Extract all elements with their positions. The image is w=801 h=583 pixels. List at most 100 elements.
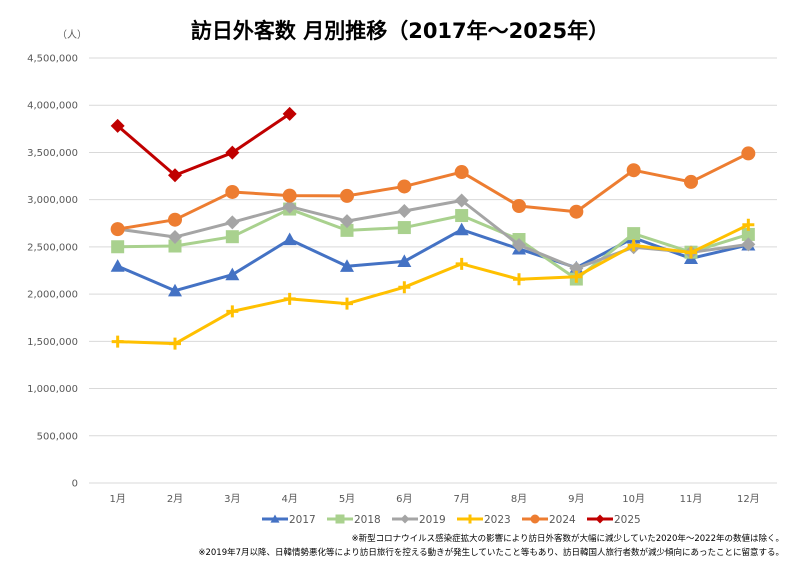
data-point xyxy=(569,261,584,276)
series-2017 xyxy=(110,222,756,297)
series-line-2019 xyxy=(117,198,749,270)
x-tick-label: 2月 xyxy=(167,493,183,505)
data-point xyxy=(341,297,353,310)
legend-item-2024: 2024 xyxy=(522,514,576,526)
legend-marker xyxy=(400,514,410,524)
x-axis-ticks: 1月 2月 3月 4月 5月 6月 7月 8月 9月 10月 11月 12月 xyxy=(109,493,759,505)
y-tick-label: 500,000 xyxy=(37,431,78,442)
x-tick-label: 1月 xyxy=(109,493,125,505)
data-point xyxy=(513,273,525,286)
data-point xyxy=(168,239,182,253)
series-2019 xyxy=(110,193,756,276)
x-tick-label: 5月 xyxy=(339,493,355,505)
x-tick-label: 4月 xyxy=(281,493,297,505)
data-point xyxy=(627,239,640,252)
data-point xyxy=(627,227,641,241)
legend-label: 2017 xyxy=(289,514,316,526)
data-point xyxy=(741,146,756,161)
data-point xyxy=(111,240,125,254)
y-tick-label: 1,000,000 xyxy=(27,384,78,395)
series-group xyxy=(110,106,756,350)
data-point xyxy=(225,215,240,230)
legend-label: 2023 xyxy=(484,514,511,526)
data-point xyxy=(570,270,583,283)
y-axis-ticks: 0 500,000 1,000,000 1,500,000 2,000,000 2,500… xyxy=(27,54,78,490)
legend-marker xyxy=(335,514,345,524)
data-point xyxy=(454,165,469,180)
x-tick-label: 11月 xyxy=(680,493,703,505)
data-point xyxy=(397,203,412,218)
data-point xyxy=(340,259,354,272)
data-point xyxy=(169,337,181,350)
y-tick-label: 1,500,000 xyxy=(27,337,78,348)
data-point xyxy=(398,281,411,294)
data-point xyxy=(168,230,182,245)
series-line-2023 xyxy=(117,223,749,346)
data-point xyxy=(741,237,756,252)
data-point xyxy=(225,145,240,160)
legend-marker xyxy=(465,514,475,524)
y-tick-label: 4,500,000 xyxy=(27,54,78,65)
x-tick-label: 6月 xyxy=(396,493,412,505)
data-point xyxy=(340,223,354,237)
legend-label: 2018 xyxy=(354,514,381,526)
legend-item-2018: 2018 xyxy=(327,514,381,526)
data-point xyxy=(168,283,182,297)
data-point xyxy=(454,193,469,208)
series-line-2018 xyxy=(117,207,749,281)
legend-marker xyxy=(530,514,540,524)
y-tick-label: 3,000,000 xyxy=(27,195,78,206)
data-point xyxy=(282,106,297,121)
data-point xyxy=(397,254,412,267)
data-point xyxy=(397,221,411,235)
annotation-korea-note: ※2019年7月以降、日韓情勢悪化等により訪日旅行を控える動きが発生していたこと… xyxy=(198,547,784,558)
y-axis-unit-label: （人） xyxy=(57,29,87,41)
data-point xyxy=(741,227,755,241)
data-point xyxy=(742,218,755,231)
legend-marker xyxy=(595,514,605,524)
x-tick-label: 8月 xyxy=(511,493,527,505)
gridlines xyxy=(89,57,777,484)
legend-item-2019: 2019 xyxy=(392,514,446,526)
data-point xyxy=(111,335,124,348)
data-point xyxy=(455,257,468,270)
data-point xyxy=(110,259,125,272)
data-point xyxy=(454,222,469,236)
series-line-2017 xyxy=(117,228,749,293)
x-tick-label: 9月 xyxy=(568,493,584,505)
legend-marker xyxy=(270,514,280,523)
data-point xyxy=(225,230,239,244)
legend: 2017 2018 2019 2023 2024 2025 xyxy=(262,514,641,526)
legend-label: 2024 xyxy=(549,514,576,526)
data-point xyxy=(626,163,641,178)
series-line-2025 xyxy=(116,112,291,177)
data-point xyxy=(340,188,354,203)
data-point xyxy=(110,118,125,133)
legend-label: 2025 xyxy=(614,514,641,526)
x-tick-label: 10月 xyxy=(622,493,645,505)
data-point xyxy=(225,267,240,281)
data-point xyxy=(226,305,239,318)
chart-title: 訪日外客数 月別推移（2017年～2025年） xyxy=(191,19,609,43)
legend-label: 2019 xyxy=(419,514,446,526)
x-tick-label: 3月 xyxy=(224,493,240,505)
y-tick-label: 0 xyxy=(72,479,78,490)
data-point xyxy=(397,179,412,194)
series-2024 xyxy=(110,146,756,237)
y-tick-label: 2,500,000 xyxy=(27,242,78,253)
data-point xyxy=(282,199,297,214)
y-tick-label: 4,000,000 xyxy=(27,101,78,112)
legend-item-2017: 2017 xyxy=(262,514,316,526)
y-tick-label: 2,000,000 xyxy=(27,290,78,301)
series-line-2024 xyxy=(117,152,750,231)
series-2023 xyxy=(111,218,755,350)
legend-item-2023: 2023 xyxy=(457,514,511,526)
data-point xyxy=(685,246,697,259)
data-point xyxy=(168,212,182,227)
data-point xyxy=(282,232,297,246)
data-point xyxy=(512,198,526,213)
series-2025 xyxy=(110,106,297,183)
data-point xyxy=(684,174,698,189)
legend-item-2025: 2025 xyxy=(587,514,641,526)
